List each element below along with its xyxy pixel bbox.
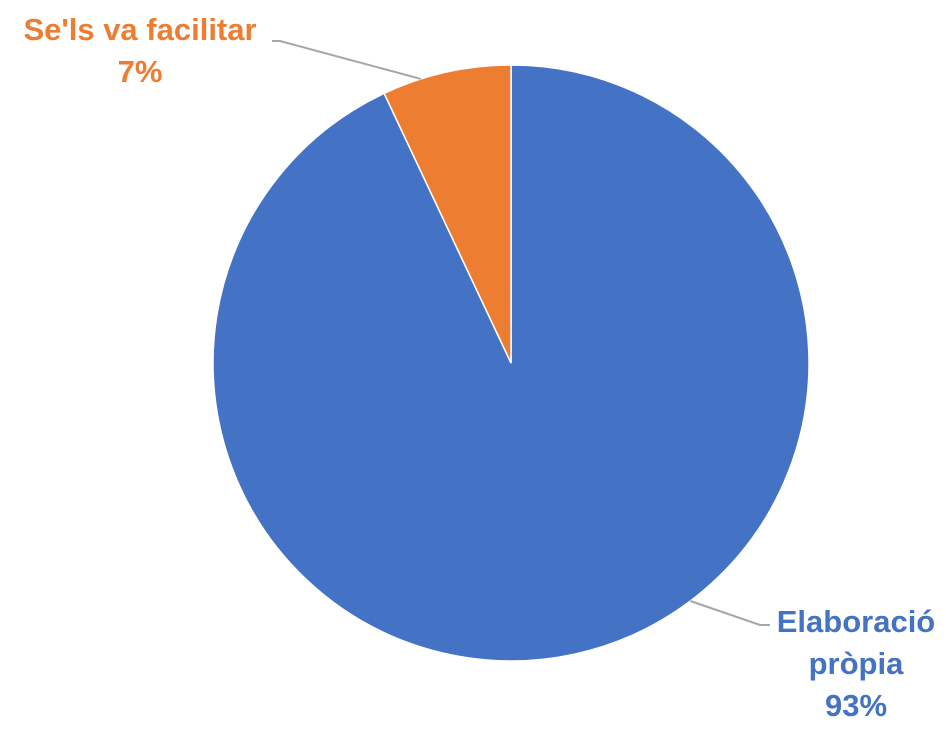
slice-category-label-0: pròpia xyxy=(809,646,904,681)
leader-line-0 xyxy=(690,600,770,626)
leader-line-1 xyxy=(272,40,422,80)
slice-category-label-0: Elaboració xyxy=(777,604,936,639)
slice-percent-label-0: 93% xyxy=(825,688,887,723)
slice-category-label-1: Se'ls va facilitar xyxy=(23,12,256,47)
slice-percent-label-1: 7% xyxy=(118,54,163,89)
pie-slice-1 xyxy=(383,64,512,364)
